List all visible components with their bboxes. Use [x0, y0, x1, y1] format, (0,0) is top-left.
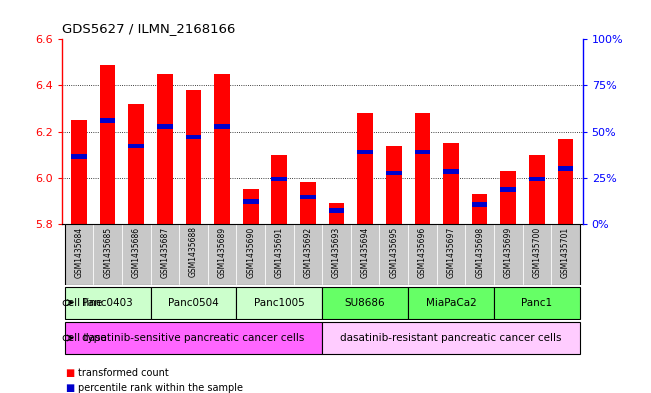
Text: GSM1435686: GSM1435686 — [132, 226, 141, 277]
Bar — [157, 124, 173, 129]
Bar — [186, 90, 201, 224]
Bar — [243, 199, 258, 204]
Text: Panc1: Panc1 — [521, 298, 553, 308]
Bar — [150, 287, 236, 318]
Bar — [214, 74, 230, 224]
Text: SU8686: SU8686 — [345, 298, 385, 308]
Bar — [472, 202, 488, 207]
Text: GSM1435697: GSM1435697 — [447, 226, 456, 278]
Text: dasatinib-resistant pancreatic cancer cells: dasatinib-resistant pancreatic cancer ce… — [340, 333, 562, 343]
Bar — [386, 145, 402, 224]
Bar — [437, 224, 465, 285]
Bar — [179, 224, 208, 285]
Bar — [236, 287, 322, 318]
Bar — [294, 224, 322, 285]
Text: GSM1435693: GSM1435693 — [332, 226, 341, 278]
Bar — [357, 113, 373, 224]
Bar — [408, 287, 494, 318]
Bar — [494, 287, 580, 318]
Bar — [443, 169, 459, 174]
Bar — [271, 177, 287, 181]
Bar — [415, 150, 430, 154]
Bar — [208, 224, 236, 285]
Text: GSM1435695: GSM1435695 — [389, 226, 398, 278]
Bar — [186, 135, 201, 139]
Bar — [472, 194, 488, 224]
Text: cell line: cell line — [62, 298, 103, 308]
Text: GSM1435691: GSM1435691 — [275, 226, 284, 277]
Text: GSM1435694: GSM1435694 — [361, 226, 370, 278]
Text: GDS5627 / ILMN_2168166: GDS5627 / ILMN_2168166 — [62, 22, 235, 35]
Bar — [93, 224, 122, 285]
Bar — [300, 195, 316, 199]
Bar — [265, 224, 294, 285]
Text: GSM1435688: GSM1435688 — [189, 226, 198, 277]
Bar — [465, 224, 494, 285]
Bar — [329, 208, 344, 213]
Text: dasatinib-sensitive pancreatic cancer cells: dasatinib-sensitive pancreatic cancer ce… — [82, 333, 305, 343]
Text: ■: ■ — [65, 383, 74, 393]
Text: GSM1435698: GSM1435698 — [475, 226, 484, 277]
Bar — [300, 182, 316, 224]
Bar — [494, 224, 523, 285]
Bar — [322, 224, 351, 285]
Bar — [329, 203, 344, 224]
Bar — [558, 166, 574, 171]
Bar — [71, 154, 87, 158]
Text: GSM1435689: GSM1435689 — [217, 226, 227, 277]
Bar — [415, 113, 430, 224]
Text: GSM1435687: GSM1435687 — [160, 226, 169, 277]
Text: GSM1435700: GSM1435700 — [533, 226, 542, 278]
Bar — [501, 187, 516, 191]
Bar — [71, 120, 87, 224]
Bar — [322, 322, 580, 354]
Text: GSM1435692: GSM1435692 — [303, 226, 312, 277]
Bar — [386, 171, 402, 175]
Bar — [236, 224, 265, 285]
Bar — [357, 150, 373, 154]
Bar — [128, 104, 144, 224]
Bar — [214, 124, 230, 129]
Bar — [271, 155, 287, 224]
Bar — [408, 224, 437, 285]
Bar — [64, 224, 93, 285]
Bar — [150, 224, 179, 285]
Bar — [529, 155, 545, 224]
Bar — [501, 171, 516, 224]
Text: transformed count: transformed count — [78, 368, 169, 378]
Text: GSM1435701: GSM1435701 — [561, 226, 570, 277]
Text: percentile rank within the sample: percentile rank within the sample — [78, 383, 243, 393]
Text: cell type: cell type — [62, 333, 107, 343]
Bar — [380, 224, 408, 285]
Bar — [443, 143, 459, 224]
Bar — [100, 118, 115, 123]
Bar — [122, 224, 150, 285]
Bar — [243, 189, 258, 224]
Bar — [558, 139, 574, 224]
Bar — [322, 287, 408, 318]
Bar — [100, 65, 115, 224]
Bar — [64, 287, 150, 318]
Text: GSM1435690: GSM1435690 — [246, 226, 255, 278]
Text: Panc0504: Panc0504 — [168, 298, 219, 308]
Text: GSM1435685: GSM1435685 — [103, 226, 112, 277]
Text: GSM1435699: GSM1435699 — [504, 226, 513, 278]
Bar — [64, 322, 322, 354]
Bar — [529, 177, 545, 181]
Text: MiaPaCa2: MiaPaCa2 — [426, 298, 477, 308]
Bar — [351, 224, 380, 285]
Bar — [551, 224, 580, 285]
Bar — [128, 144, 144, 148]
Bar — [157, 74, 173, 224]
Bar — [523, 224, 551, 285]
Text: GSM1435696: GSM1435696 — [418, 226, 427, 278]
Text: ■: ■ — [65, 368, 74, 378]
Text: Panc0403: Panc0403 — [82, 298, 133, 308]
Text: Panc1005: Panc1005 — [254, 298, 305, 308]
Text: GSM1435684: GSM1435684 — [74, 226, 83, 277]
